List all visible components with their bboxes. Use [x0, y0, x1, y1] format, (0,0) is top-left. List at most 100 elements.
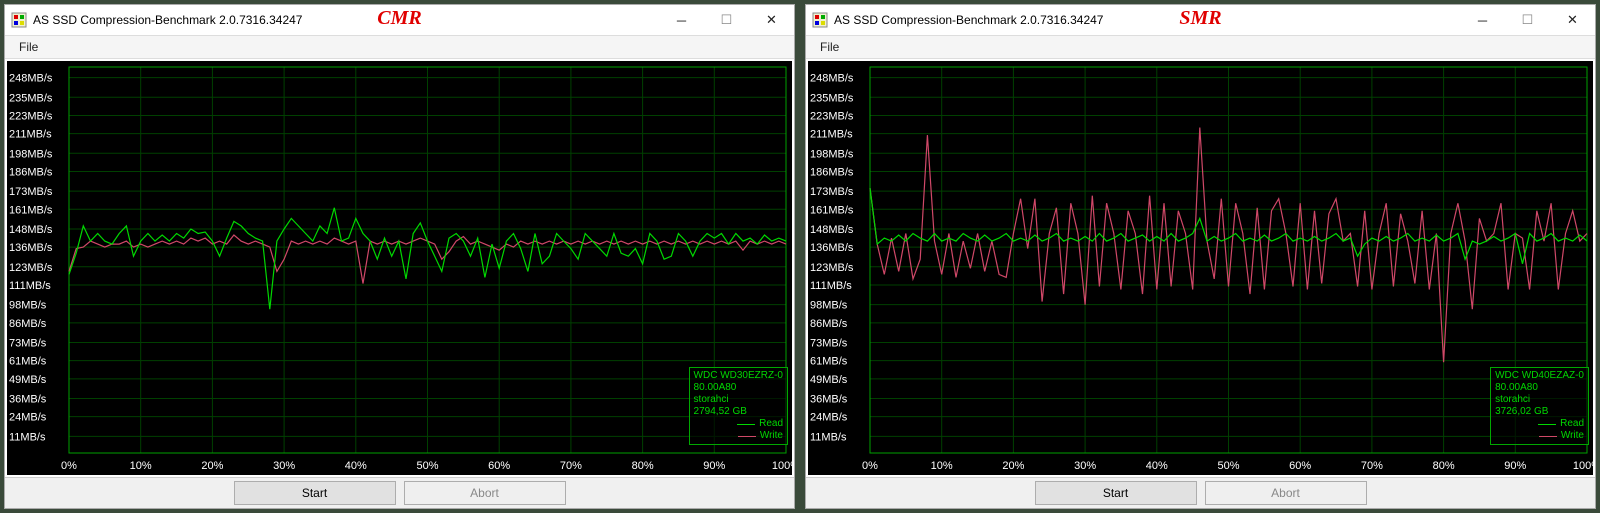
- app-icon: [812, 12, 828, 28]
- svg-text:248MB/s: 248MB/s: [810, 73, 854, 85]
- svg-text:70%: 70%: [560, 460, 582, 472]
- svg-text:50%: 50%: [416, 460, 438, 472]
- legend-write-label: Write: [760, 430, 783, 442]
- legend-box: WDC WD30EZRZ-0 80.00A80 storahci 2794,52…: [689, 367, 788, 445]
- svg-text:36MB/s: 36MB/s: [9, 394, 47, 406]
- svg-text:80%: 80%: [1433, 460, 1455, 472]
- svg-text:24MB/s: 24MB/s: [810, 412, 848, 424]
- legend-driver: storahci: [1495, 394, 1584, 406]
- svg-text:24MB/s: 24MB/s: [9, 412, 47, 424]
- svg-text:211MB/s: 211MB/s: [810, 129, 853, 141]
- svg-text:98MB/s: 98MB/s: [9, 300, 47, 312]
- svg-text:223MB/s: 223MB/s: [810, 110, 854, 122]
- svg-text:90%: 90%: [1504, 460, 1526, 472]
- svg-text:173MB/s: 173MB/s: [9, 186, 53, 198]
- svg-text:90%: 90%: [703, 460, 725, 472]
- svg-text:148MB/s: 148MB/s: [810, 224, 854, 236]
- legend-box: WDC WD40EZAZ-0 80.00A80 storahci 3726,02…: [1490, 367, 1589, 445]
- legend-write-swatch: [1539, 436, 1557, 437]
- svg-text:111MB/s: 111MB/s: [810, 280, 852, 292]
- svg-text:98MB/s: 98MB/s: [810, 300, 848, 312]
- svg-text:10%: 10%: [130, 460, 152, 472]
- legend-device: WDC WD30EZRZ-0: [694, 370, 783, 382]
- svg-text:86MB/s: 86MB/s: [810, 318, 848, 330]
- svg-text:11MB/s: 11MB/s: [810, 431, 847, 443]
- svg-text:223MB/s: 223MB/s: [9, 110, 53, 122]
- svg-text:111MB/s: 111MB/s: [9, 280, 51, 292]
- chart-area: 11MB/s24MB/s36MB/s49MB/s61MB/s73MB/s86MB…: [7, 61, 792, 475]
- legend-fw: 80.00A80: [1495, 382, 1584, 394]
- titlebar: AS SSD Compression-Benchmark 2.0.7316.34…: [806, 5, 1595, 35]
- svg-text:123MB/s: 123MB/s: [9, 262, 53, 274]
- svg-text:80%: 80%: [632, 460, 654, 472]
- menubar: File: [806, 35, 1595, 59]
- window-controls: ─ ☐ ✕: [1460, 5, 1595, 35]
- svg-text:136MB/s: 136MB/s: [9, 242, 53, 254]
- svg-text:61MB/s: 61MB/s: [810, 356, 848, 368]
- svg-text:49MB/s: 49MB/s: [810, 374, 848, 386]
- svg-text:61MB/s: 61MB/s: [9, 356, 47, 368]
- svg-text:60%: 60%: [1289, 460, 1311, 472]
- svg-text:0%: 0%: [862, 460, 878, 472]
- minimize-button[interactable]: ─: [659, 5, 704, 35]
- svg-text:30%: 30%: [273, 460, 295, 472]
- svg-text:198MB/s: 198MB/s: [810, 148, 854, 160]
- svg-text:73MB/s: 73MB/s: [810, 337, 848, 349]
- svg-text:173MB/s: 173MB/s: [810, 186, 854, 198]
- start-button[interactable]: Start: [1035, 481, 1197, 505]
- legend-capacity: 3726,02 GB: [1495, 406, 1584, 418]
- legend-read-swatch: [1538, 424, 1556, 425]
- chart-area: 11MB/s24MB/s36MB/s49MB/s61MB/s73MB/s86MB…: [808, 61, 1593, 475]
- window-title: AS SSD Compression-Benchmark 2.0.7316.34…: [834, 13, 1103, 27]
- svg-text:235MB/s: 235MB/s: [810, 92, 854, 104]
- titlebar: AS SSD Compression-Benchmark 2.0.7316.34…: [5, 5, 794, 35]
- overlay-label: CMR: [377, 7, 421, 30]
- svg-text:235MB/s: 235MB/s: [9, 92, 53, 104]
- window-title: AS SSD Compression-Benchmark 2.0.7316.34…: [33, 13, 302, 27]
- svg-text:11MB/s: 11MB/s: [9, 431, 46, 443]
- app-icon: [11, 12, 27, 28]
- close-button[interactable]: ✕: [749, 5, 794, 35]
- svg-text:30%: 30%: [1074, 460, 1096, 472]
- svg-text:161MB/s: 161MB/s: [810, 204, 854, 216]
- svg-text:248MB/s: 248MB/s: [9, 73, 53, 85]
- abort-button: Abort: [404, 481, 566, 505]
- svg-text:211MB/s: 211MB/s: [9, 129, 52, 141]
- legend-write-swatch: [738, 436, 756, 437]
- legend-read-swatch: [737, 424, 755, 425]
- legend-read-label: Read: [759, 418, 783, 430]
- svg-text:123MB/s: 123MB/s: [810, 262, 854, 274]
- svg-text:186MB/s: 186MB/s: [810, 166, 854, 178]
- button-bar: Start Abort: [5, 477, 794, 508]
- maximize-button[interactable]: ☐: [1505, 5, 1550, 35]
- svg-text:186MB/s: 186MB/s: [9, 166, 53, 178]
- legend-write-label: Write: [1561, 430, 1584, 442]
- legend-capacity: 2794,52 GB: [694, 406, 783, 418]
- menu-file[interactable]: File: [814, 40, 845, 54]
- svg-text:100%: 100%: [1573, 460, 1593, 472]
- button-bar: Start Abort: [806, 477, 1595, 508]
- svg-text:40%: 40%: [345, 460, 367, 472]
- svg-text:198MB/s: 198MB/s: [9, 148, 53, 160]
- svg-text:40%: 40%: [1146, 460, 1168, 472]
- menubar: File: [5, 35, 794, 59]
- svg-text:100%: 100%: [772, 460, 792, 472]
- minimize-button[interactable]: ─: [1460, 5, 1505, 35]
- svg-text:49MB/s: 49MB/s: [9, 374, 47, 386]
- svg-text:70%: 70%: [1361, 460, 1383, 472]
- close-button[interactable]: ✕: [1550, 5, 1595, 35]
- start-button[interactable]: Start: [234, 481, 396, 505]
- svg-text:161MB/s: 161MB/s: [9, 204, 53, 216]
- svg-text:136MB/s: 136MB/s: [810, 242, 854, 254]
- legend-read-label: Read: [1560, 418, 1584, 430]
- svg-text:20%: 20%: [1002, 460, 1024, 472]
- svg-text:0%: 0%: [61, 460, 77, 472]
- svg-text:10%: 10%: [931, 460, 953, 472]
- legend-device: WDC WD40EZAZ-0: [1495, 370, 1584, 382]
- maximize-button[interactable]: ☐: [704, 5, 749, 35]
- menu-file[interactable]: File: [13, 40, 44, 54]
- svg-text:73MB/s: 73MB/s: [9, 337, 47, 349]
- abort-button: Abort: [1205, 481, 1367, 505]
- overlay-label: SMR: [1179, 7, 1221, 30]
- legend-fw: 80.00A80: [694, 382, 783, 394]
